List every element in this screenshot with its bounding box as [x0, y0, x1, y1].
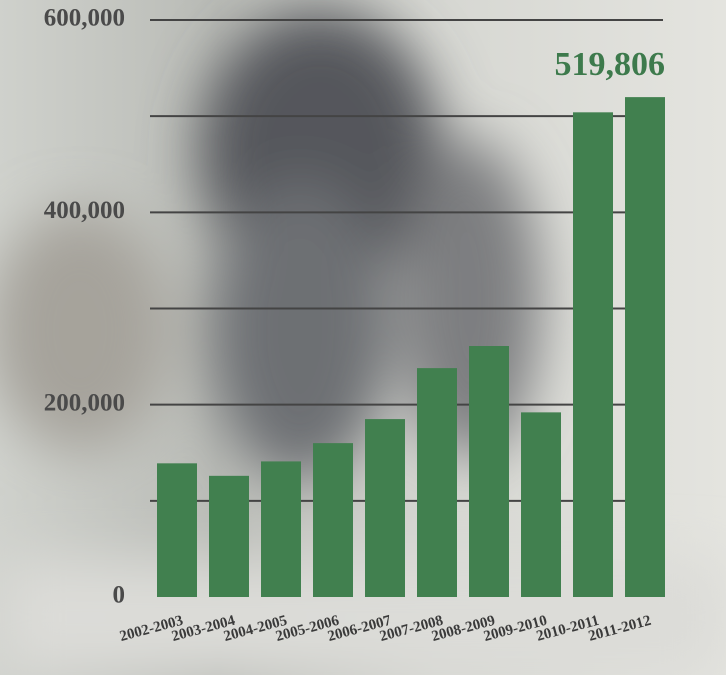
y-tick-label: 200,000 [44, 389, 125, 416]
bar [157, 463, 197, 597]
bar [313, 443, 353, 597]
value-label: 519,806 [555, 46, 666, 83]
y-tick-label: 600,000 [44, 5, 125, 32]
bar [209, 475, 249, 597]
y-tick-label: 0 [113, 582, 126, 609]
bar [521, 412, 561, 597]
bar [261, 461, 301, 597]
bar [573, 112, 613, 597]
bar [365, 419, 405, 597]
bar [469, 346, 509, 597]
y-tick-label: 400,000 [44, 197, 125, 224]
bar [625, 97, 665, 597]
bar [417, 368, 457, 597]
